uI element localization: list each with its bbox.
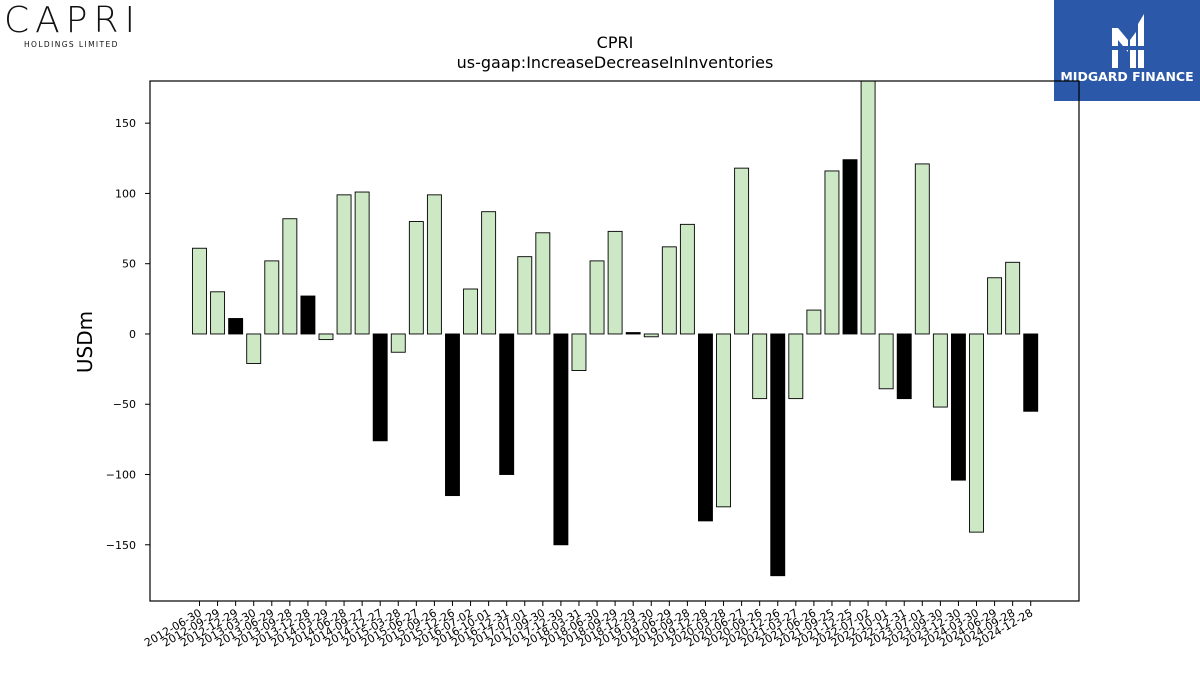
y-tick-label: 0	[129, 328, 136, 341]
y-axis-label: USDm	[73, 311, 97, 373]
bar	[318, 333, 334, 341]
midgard-logo-text: MIDGARD FINANCE	[1060, 69, 1194, 84]
y-tick-label: −150	[106, 539, 136, 552]
bar	[192, 247, 207, 335]
bar	[734, 167, 750, 335]
bar	[716, 333, 731, 508]
bar	[950, 333, 966, 481]
y-tick-label: 50	[122, 258, 136, 271]
bar	[499, 333, 515, 475]
bar	[969, 333, 984, 533]
bar	[1005, 261, 1021, 335]
bar	[571, 333, 587, 371]
y-tick-label: −100	[106, 469, 136, 482]
midgard-logo-icon	[1108, 14, 1148, 68]
bar	[228, 318, 244, 335]
midgard-finance-logo: MIDGARD FINANCE	[1054, 0, 1200, 101]
bar	[372, 333, 388, 442]
bar	[679, 223, 695, 335]
x-axis: 2012-06-302012-09-292012-12-292013-03-30…	[142, 601, 1035, 650]
bar	[246, 333, 262, 364]
bar	[336, 194, 352, 335]
bar	[210, 291, 226, 335]
bar	[914, 163, 930, 335]
capri-logo-wordmark: CAPRI	[4, 0, 142, 41]
bars-group	[192, 80, 1039, 577]
bar	[607, 230, 623, 335]
bar	[788, 333, 804, 400]
bar	[481, 211, 497, 335]
chart-subtitle: us-gaap:IncreaseDecreaseInInventories	[457, 53, 774, 72]
plot-frame	[149, 80, 1080, 602]
bar	[770, 333, 786, 577]
bar	[354, 191, 370, 335]
capri-logo-subtitle: HOLDINGS LIMITED	[24, 40, 119, 49]
chart-title: CPRI	[597, 33, 634, 52]
bar	[643, 333, 659, 338]
y-tick-label: −50	[113, 398, 136, 411]
bar	[806, 309, 822, 335]
bar	[535, 232, 551, 335]
bar	[932, 333, 948, 408]
bar	[625, 332, 641, 335]
bar	[987, 277, 1003, 335]
y-tick-label: 150	[115, 117, 136, 130]
bar	[698, 333, 713, 522]
bar	[752, 333, 768, 400]
bar	[589, 260, 605, 335]
bar	[878, 333, 894, 390]
capri-logo: CAPRI HOLDINGS LIMITED	[0, 0, 160, 60]
bar	[390, 333, 406, 353]
bar	[282, 218, 298, 335]
bar	[842, 159, 858, 335]
bar	[264, 260, 280, 335]
bar	[426, 194, 442, 335]
bar	[445, 333, 460, 497]
bar	[408, 221, 424, 335]
y-tick-label: 100	[115, 187, 136, 200]
bar	[463, 288, 478, 335]
bar	[824, 170, 840, 335]
bar	[661, 246, 677, 335]
bar	[860, 80, 876, 335]
bar	[517, 256, 533, 335]
bar	[896, 333, 912, 400]
bar	[300, 295, 316, 335]
bar	[553, 333, 569, 546]
bar	[1023, 333, 1039, 412]
y-axis: −150 −100 −50 0 50 100 150	[106, 117, 150, 552]
